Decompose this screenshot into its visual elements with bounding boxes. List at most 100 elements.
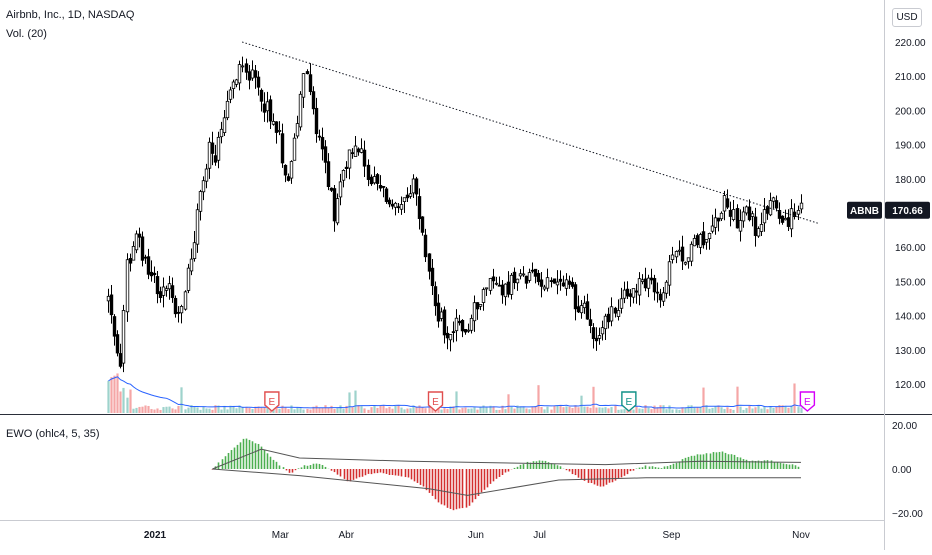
volume-bar: [580, 395, 583, 413]
ewo-legend[interactable]: EWO (ohlc4, 5, 35): [6, 428, 100, 440]
candle-body: [719, 212, 724, 220]
candle-body: [451, 331, 456, 334]
candle-body: [649, 277, 654, 281]
candle-body: [603, 315, 608, 330]
volume-bar: [156, 408, 159, 413]
candle-body: [326, 161, 331, 188]
volume-bar: [254, 406, 257, 413]
volume-bar: [543, 409, 546, 413]
candle-body: [311, 91, 316, 110]
volume-bar: [266, 406, 269, 413]
volume-bar: [272, 409, 275, 413]
volume-bar: [519, 406, 522, 413]
volume-bar: [513, 408, 516, 413]
volume-bar: [540, 406, 543, 413]
volume-bar: [769, 406, 772, 413]
volume-bar: [275, 407, 278, 413]
candle-body: [201, 180, 206, 193]
volume-bar: [510, 406, 513, 413]
volume-bar: [684, 407, 687, 413]
volume-bar: [245, 406, 248, 413]
volume-bar: [363, 408, 366, 413]
time-tick-label: Jun: [468, 530, 484, 541]
candle-body: [384, 188, 389, 202]
candle-body: [396, 206, 401, 209]
candle-body: [527, 272, 532, 281]
candle-body: [786, 217, 791, 227]
volume-bar: [598, 407, 601, 413]
candle-body: [594, 337, 599, 342]
earnings-label: E: [626, 397, 633, 408]
candle-body: [677, 249, 682, 252]
volume-bar: [315, 405, 318, 413]
volume-bar: [238, 405, 241, 413]
candle-body: [134, 233, 139, 251]
volume-bar: [321, 407, 324, 413]
candle-body: [350, 152, 355, 155]
candle-body: [131, 246, 136, 261]
volume-bar: [449, 406, 452, 413]
currency-button[interactable]: USD: [892, 8, 922, 27]
candle-body: [186, 267, 191, 291]
price-tick-label: 160.00: [895, 243, 926, 254]
candle-body: [436, 302, 441, 322]
candle-body: [247, 71, 252, 81]
candle-body: [231, 81, 236, 89]
symbol-title[interactable]: Airbnb, Inc., 1D, NASDAQ: [6, 9, 135, 21]
candle-body: [472, 302, 477, 322]
candle-body: [606, 313, 611, 323]
volume-bar: [205, 408, 208, 413]
volume-bar: [421, 407, 424, 413]
volume-legend[interactable]: Vol. (20): [6, 28, 47, 40]
volume-bar: [800, 407, 803, 413]
volume-bar: [452, 406, 455, 413]
ewo-tick-label: −20.00: [892, 509, 923, 520]
candle-body: [274, 121, 279, 133]
volume-bar: [376, 407, 379, 413]
volume-bar: [751, 408, 754, 413]
candle-body: [149, 271, 154, 277]
volume-bar: [690, 405, 693, 413]
volume-bar: [476, 409, 479, 413]
volume-bar: [489, 405, 492, 413]
volume-bar: [492, 406, 495, 413]
candle-body: [588, 319, 593, 326]
volume-bar: [345, 405, 348, 413]
candle-body: [552, 278, 557, 284]
earnings-marker: E: [621, 391, 637, 412]
volume-bar: [232, 405, 235, 413]
candle-body: [488, 278, 493, 291]
volume-bar: [479, 406, 482, 413]
volume-bar: [263, 407, 266, 413]
volume-bar: [537, 385, 540, 413]
volume-bar: [391, 408, 394, 413]
volume-bar: [784, 405, 787, 413]
volume-bar: [647, 407, 650, 413]
volume-bar: [467, 408, 470, 413]
candle-body: [286, 176, 291, 181]
earnings-label: E: [804, 397, 811, 408]
candle-body: [442, 309, 447, 336]
volume-bar: [190, 405, 193, 413]
candle-body: [347, 149, 352, 169]
volume-bar: [382, 405, 385, 413]
volume-bar: [217, 405, 220, 413]
candle-body: [390, 203, 395, 207]
volume-bar: [626, 409, 629, 413]
candle-body: [570, 281, 575, 287]
candle-body: [503, 283, 508, 298]
time-tick-label: Sep: [662, 530, 680, 541]
volume-bar: [656, 407, 659, 413]
volume-bar: [501, 405, 504, 413]
volume-bar: [574, 405, 577, 413]
candle-body: [698, 234, 703, 248]
candle-body: [393, 202, 398, 208]
candle-body: [716, 217, 721, 222]
volume-bar: [397, 405, 400, 413]
candle-body: [609, 306, 614, 322]
candle-body: [524, 275, 529, 284]
candle-body: [280, 133, 285, 164]
candle-body: [506, 281, 511, 295]
